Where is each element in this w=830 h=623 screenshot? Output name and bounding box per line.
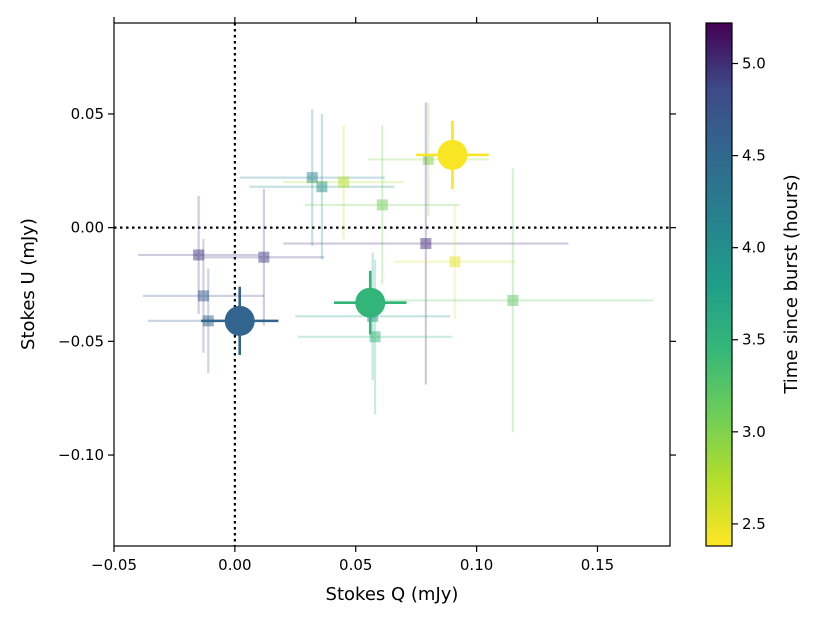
y-tick-label: 0.05 [71,105,104,123]
x-tick-label: −0.05 [91,556,137,574]
square-marker [376,199,388,211]
square-marker [338,176,350,188]
square-marker [369,331,381,343]
x-axis: −0.05 0.00 0.05 0.10 0.15 [91,17,614,574]
colorbar-tick-label: 4.5 [742,147,766,165]
square-marker-wrap [449,256,461,268]
y-axis: 0.05 0.00 −0.05 −0.10 [58,105,676,464]
colorbar-tick-label: 5.0 [742,55,766,73]
colorbar-label: Time since burst (hours) [781,174,802,394]
square-marker [193,249,205,261]
x-axis-label: Stokes Q (mJy) [326,584,459,605]
averaged-point [201,286,279,355]
square-marker-wrap [422,153,434,165]
square-marker [316,181,328,193]
square-marker [422,153,434,165]
x-tick-label: 0.05 [339,556,372,574]
averaged-point [333,270,407,335]
square-marker [306,172,318,184]
square-marker [449,256,461,268]
y-tick-label: −0.10 [58,446,104,464]
square-marker-wrap [507,294,519,306]
square-marker-wrap [193,249,205,261]
colorbar-tick-label: 3.0 [742,423,766,441]
y-axis-label: Stokes U (mJy) [18,218,39,350]
square-marker-wrap [197,290,209,302]
square-marker-wrap [338,176,350,188]
colorbar: 5.0 4.5 4.0 3.5 3.0 2.5 Time since burst (hou… [705,22,802,547]
data-points [138,102,654,433]
colorbar-tick-label: 3.5 [742,331,766,349]
square-marker [197,290,209,302]
square-marker-wrap [258,251,270,263]
averaged-point [416,120,489,189]
square-marker [420,238,432,250]
square-marker-wrap [369,331,381,343]
circle-marker [355,287,386,318]
colorbar-tick-label: 4.0 [742,239,766,257]
square-marker [258,251,270,263]
reference-lines [114,23,670,546]
colorbar-tick-label: 2.5 [742,515,766,533]
square-marker-wrap [316,181,328,193]
square-marker [507,294,519,306]
square-marker-wrap [420,238,432,250]
y-tick-label: 0.00 [71,219,104,237]
x-tick-label: 0.00 [218,556,251,574]
x-tick-label: 0.10 [460,556,493,574]
circle-marker [437,139,468,170]
x-tick-label: 0.15 [581,556,614,574]
square-marker-wrap [306,172,318,184]
square-marker-wrap [376,199,388,211]
plot-frame [113,22,671,547]
colorbar-gradient [705,22,733,547]
y-tick-label: −0.05 [58,332,104,350]
circle-marker [224,305,255,336]
